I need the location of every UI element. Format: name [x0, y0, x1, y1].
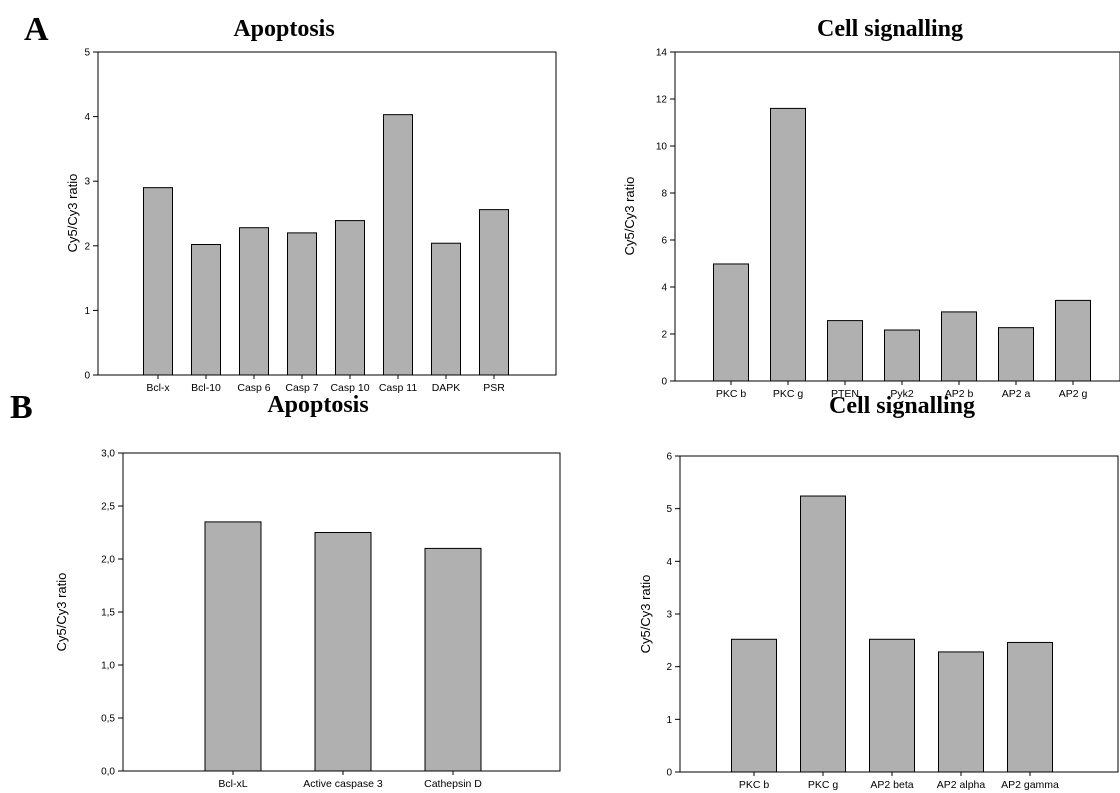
y-tick-label: 8: [661, 189, 667, 200]
bar-casp-6: [239, 227, 269, 376]
chart-title: Apoptosis: [267, 392, 368, 418]
y-tick-label: 4: [84, 112, 90, 123]
x-tick-label: Bcl-10: [191, 382, 221, 394]
y-tick-label: 0,5: [101, 714, 115, 725]
y-tick-label: 1,0: [101, 661, 115, 672]
chart-title: Cell signalling: [829, 393, 975, 419]
y-tick-label: 12: [656, 95, 668, 106]
y-axis-label: Cy5/Cy3 ratio: [622, 177, 637, 256]
y-tick-label: 2,5: [101, 502, 115, 513]
x-tick-label: Casp 11: [379, 382, 417, 394]
x-tick-label: Casp 6: [237, 382, 270, 394]
chart-b-cell-signalling: Cell signalling Cy5/Cy3 ratio 0 1 2 3 4 5 6 PKC b…: [638, 393, 1119, 791]
y-tick-label: 1: [84, 306, 90, 317]
x-tick-label: Pyk2: [890, 388, 914, 400]
bar-bcl-10: [191, 244, 221, 376]
bar-dapk: [431, 242, 461, 376]
bar-psr: [479, 209, 509, 376]
bar-pkc-g: [800, 495, 846, 773]
x-tick-label: DAPK: [432, 382, 461, 394]
y-tick-label: 4: [661, 283, 667, 294]
x-tick-label: AP2 b: [945, 388, 974, 400]
x-tick-label: PTEN: [831, 388, 859, 400]
x-tick-label: AP2 gamma: [1001, 779, 1059, 791]
bar-casp-7: [287, 232, 317, 376]
bar-ap2-g: [1055, 299, 1091, 382]
y-tick-label: 0: [661, 377, 667, 388]
bar-ap2-b: [941, 311, 977, 382]
y-axis-label: Cy5/Cy3 ratio: [638, 575, 653, 654]
bar-pkc-b: [713, 263, 749, 382]
x-tick-label: PKC b: [716, 388, 747, 400]
chart-title: Apoptosis: [233, 16, 334, 42]
y-tick-label: 4: [666, 557, 672, 568]
y-tick-label: 0,0: [101, 767, 115, 778]
x-tick-label: PKC g: [773, 388, 804, 400]
y-tick-label: 2: [666, 662, 672, 673]
bar-pten: [827, 320, 863, 382]
y-tick-label: 3: [666, 610, 672, 621]
y-tick-label: 6: [666, 452, 672, 463]
panel-label-b: B: [10, 389, 33, 426]
x-tick-label: AP2 a: [1002, 388, 1031, 400]
plot-frame: [97, 51, 557, 376]
y-axis-label: Cy5/Cy3 ratio: [65, 174, 80, 253]
y-tick-label: 5: [84, 48, 90, 59]
bar-pkc-b: [731, 638, 777, 773]
chart-b-apoptosis: Apoptosis Cy5/Cy3 ratio 0,0 0,5 1,0 1,5 2,0 2,5…: [54, 392, 561, 790]
y-tick-label: 0: [666, 768, 672, 779]
y-tick-label: 14: [656, 48, 668, 59]
y-tick-label: 6: [661, 236, 667, 247]
x-tick-label: PKC b: [739, 779, 770, 791]
x-tick-label: Casp 10: [330, 382, 369, 394]
y-axis-label: Cy5/Cy3 ratio: [54, 573, 69, 652]
y-tick-label: 2,0: [101, 555, 115, 566]
bar-bcl-xl: [204, 521, 262, 772]
y-tick-label: 3,0: [101, 449, 115, 460]
x-tick-label: Active caspase 3: [303, 778, 383, 790]
x-tick-label: Cathepsin D: [424, 778, 482, 790]
bar-ap2-a: [998, 327, 1034, 382]
chart-a-apoptosis: Apoptosis Cy5/Cy3 ratio 0 1 2 3 4 5 Bcl-x Bcl-10 C…: [65, 16, 557, 394]
y-tick-label: 1,5: [101, 608, 115, 619]
bar-pyk2: [884, 329, 920, 382]
bar-pkc-g: [770, 107, 806, 382]
x-tick-label: AP2 beta: [870, 779, 913, 791]
y-tick-label: 1: [666, 715, 672, 726]
bar-casp-10: [335, 220, 365, 376]
bar-ap2-gamma: [1007, 641, 1053, 773]
x-tick-label: Casp 7: [285, 382, 318, 394]
bar-cathepsin-d: [424, 547, 482, 772]
y-tick-label: 5: [666, 504, 672, 515]
x-tick-label: PKC g: [808, 779, 839, 791]
x-tick-label: PSR: [483, 382, 505, 394]
x-tick-label: AP2 g: [1059, 388, 1088, 400]
x-tick-label: Bcl-x: [146, 382, 170, 394]
plot-frame: [674, 51, 1120, 382]
y-tick-label: 3: [84, 177, 90, 188]
panel-label-a: A: [24, 11, 49, 48]
y-tick-label: 0: [84, 371, 90, 382]
y-tick-label: 2: [84, 241, 90, 252]
bar-ap2-beta: [869, 638, 915, 773]
bar-active-caspase-3: [314, 532, 372, 772]
y-tick-label: 10: [656, 142, 668, 153]
bar-casp-11: [383, 114, 413, 376]
x-tick-label: AP2 alpha: [937, 779, 986, 791]
y-tick-label: 2: [661, 330, 667, 341]
chart-a-cell-signalling: Cell signalling Cy5/Cy3 ratio 0 2 4 6 8 10 12 14 P…: [622, 16, 1120, 400]
x-tick-label: Bcl-xL: [218, 778, 247, 790]
bar-bcl-x: [143, 187, 173, 376]
bar-ap2-alpha: [938, 651, 984, 773]
chart-title: Cell signalling: [817, 16, 963, 42]
